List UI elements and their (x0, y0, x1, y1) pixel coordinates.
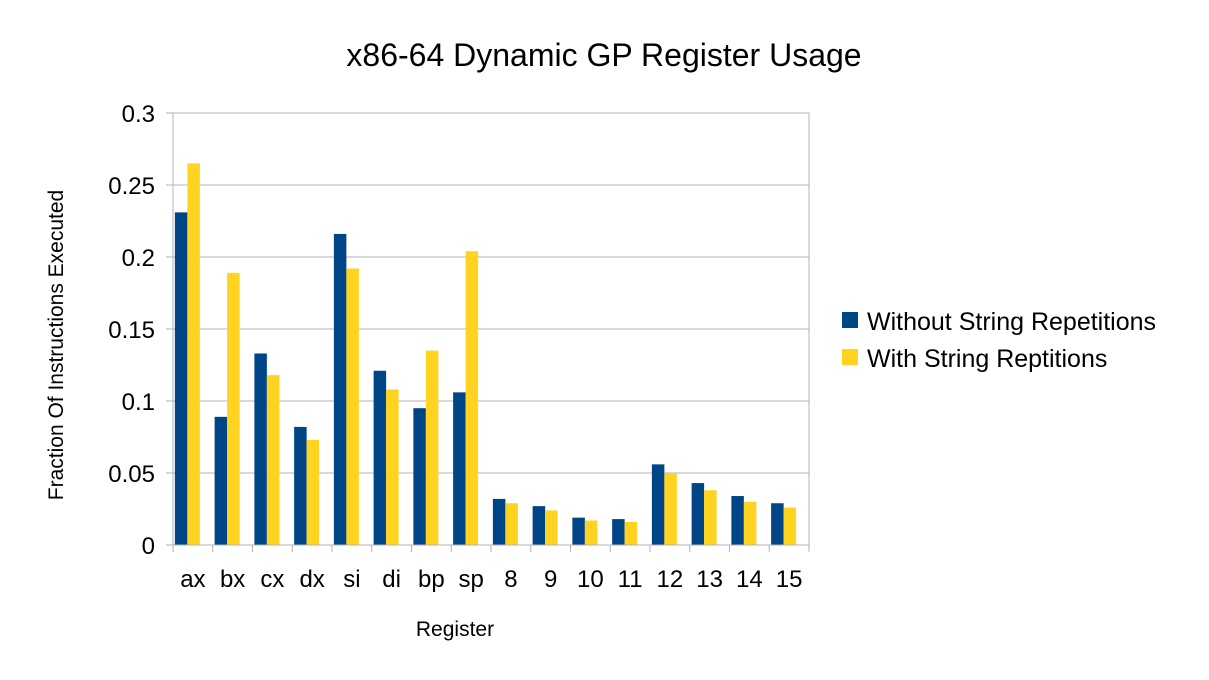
y-tick-label: 0.3 (122, 101, 155, 128)
x-tick-label: 8 (504, 566, 517, 593)
bar (214, 416, 228, 545)
x-tick-label: cx (260, 566, 284, 593)
bar (386, 389, 399, 545)
x-tick-label: 10 (577, 566, 604, 593)
bar (492, 498, 506, 545)
bar (227, 272, 240, 545)
legend: Without String Repetitions With String Re… (842, 308, 1156, 373)
bar (254, 353, 267, 545)
bar (691, 483, 705, 545)
x-tick-label: bx (220, 566, 245, 593)
bar (266, 375, 280, 545)
bar (174, 212, 188, 546)
bar (505, 503, 518, 545)
bar (771, 503, 784, 545)
x-tick-label: si (343, 566, 360, 593)
x-tick-label: 12 (657, 566, 684, 593)
y-tick-labels: 0 0.05 0.1 0.15 0.2 0.25 0.3 (108, 101, 155, 560)
bar (453, 392, 466, 545)
bar (664, 473, 677, 545)
bar (346, 268, 359, 545)
bar (783, 507, 797, 545)
bar (413, 408, 426, 545)
x-tick-label: 11 (618, 566, 643, 593)
bar (572, 517, 585, 545)
x-tick-label: 14 (736, 566, 763, 593)
bar (612, 519, 625, 545)
x-tick-label: 13 (696, 566, 723, 593)
bar (294, 426, 307, 545)
x-tick-label: di (382, 566, 401, 593)
bar (704, 490, 717, 545)
bar (731, 496, 744, 545)
bar (465, 251, 479, 546)
bar (187, 163, 200, 545)
bar (624, 521, 638, 545)
y-axis-label: Fraction Of Instructions Executed (45, 190, 68, 500)
x-tick-labels: ax bx cx dx si di bp sp 8 9 10 11 12 13 14 15 (180, 566, 802, 593)
bar (532, 506, 546, 545)
bar (584, 520, 598, 545)
bar (425, 350, 439, 545)
legend-label: Without String Repetitions (867, 308, 1156, 336)
axes (172, 112, 810, 552)
x-tick-label: sp (458, 566, 483, 593)
x-tick-label: 15 (776, 566, 803, 593)
bar (651, 464, 665, 545)
bars (174, 163, 797, 546)
bar (333, 233, 347, 545)
chart-title: x86-64 Dynamic GP Register Usage (346, 37, 861, 73)
bar (743, 501, 757, 545)
y-tick-label: 0.25 (108, 173, 155, 200)
bar (306, 439, 320, 545)
x-tick-label: dx (299, 566, 324, 593)
y-tick-label: 0.1 (122, 389, 155, 416)
x-tick-label: bp (418, 566, 445, 593)
x-tick-label: 9 (544, 566, 557, 593)
x-axis-label: Register (416, 618, 494, 641)
legend-swatch (842, 312, 858, 328)
y-tick-label: 0.2 (122, 245, 155, 272)
bar (373, 370, 387, 545)
legend-swatch (842, 349, 858, 365)
legend-label: With String Reptitions (867, 345, 1107, 373)
x-tick-label: ax (180, 566, 205, 593)
bar (545, 510, 558, 545)
y-tick-label: 0 (142, 533, 155, 560)
y-tick-label: 0.05 (108, 461, 155, 488)
y-tick-label: 0.15 (108, 317, 155, 344)
